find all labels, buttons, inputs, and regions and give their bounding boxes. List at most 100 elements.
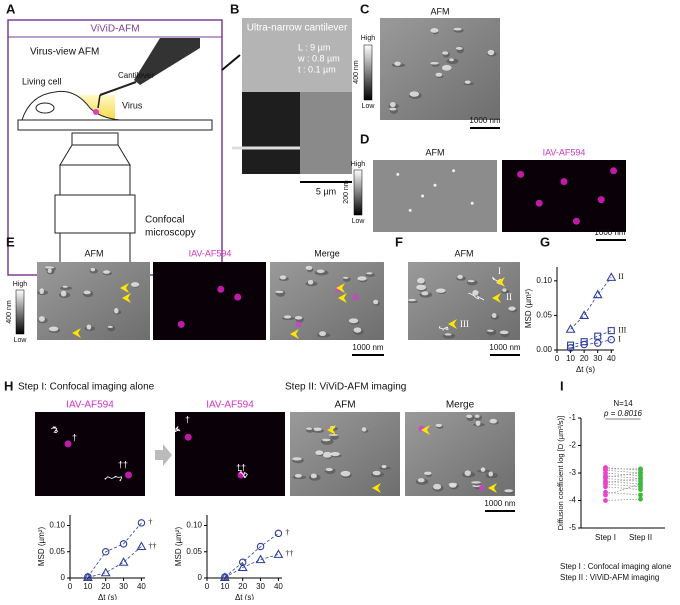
pair-line bbox=[605, 478, 641, 482]
feature bbox=[441, 64, 452, 71]
x-tick-label: 10 bbox=[566, 354, 575, 363]
label: Confocal bbox=[145, 215, 184, 226]
feature bbox=[321, 438, 331, 442]
label: High bbox=[361, 35, 376, 42]
virus-spot bbox=[560, 178, 568, 186]
feature bbox=[474, 414, 480, 418]
point bbox=[638, 466, 643, 472]
marker bbox=[592, 289, 603, 299]
label: L : 9 µm bbox=[298, 42, 330, 52]
arrowhead bbox=[290, 329, 299, 339]
panel-label: A bbox=[6, 1, 16, 16]
feature bbox=[322, 451, 332, 458]
feature bbox=[366, 272, 373, 275]
label: IAV-AF594 bbox=[206, 400, 254, 411]
feature bbox=[491, 313, 497, 318]
feature bbox=[488, 471, 494, 477]
feature bbox=[433, 183, 437, 187]
y-tick-label: 0.10 bbox=[186, 521, 202, 530]
x-tick-label: 40 bbox=[137, 582, 146, 591]
image bbox=[242, 18, 352, 92]
scale-label: 5 µm bbox=[316, 186, 336, 196]
y-axis-label: MSD (µm²) bbox=[524, 289, 533, 329]
label: 200 nm bbox=[343, 180, 350, 204]
feature bbox=[60, 290, 67, 297]
pair-line bbox=[605, 469, 641, 474]
feature bbox=[45, 266, 55, 269]
marker bbox=[607, 335, 616, 344]
trend-line bbox=[224, 533, 279, 578]
feature bbox=[442, 51, 449, 55]
substrate bbox=[17, 119, 213, 131]
fluorescence-image bbox=[153, 262, 266, 340]
y-tick-label: 0.05 bbox=[186, 547, 202, 556]
panel-label: I bbox=[560, 378, 564, 393]
feature bbox=[455, 46, 463, 50]
legend-entry: Step II : ViViD-AFM imaging bbox=[560, 573, 659, 582]
y-tick-label: 0.10 bbox=[536, 276, 552, 285]
track-label: †† bbox=[118, 459, 128, 469]
label: Living cell bbox=[22, 76, 62, 86]
x-tick-label: 40 bbox=[607, 354, 616, 363]
panel-label: F bbox=[395, 234, 403, 249]
virus-spot bbox=[352, 294, 359, 301]
feature bbox=[472, 290, 479, 296]
point bbox=[603, 498, 608, 503]
feature bbox=[353, 327, 362, 333]
trend-line bbox=[570, 330, 612, 346]
series-label: †† bbox=[285, 549, 293, 558]
feature bbox=[130, 282, 140, 287]
trajectory bbox=[438, 325, 449, 331]
y-tick-label: -3 bbox=[569, 468, 577, 477]
label: Low bbox=[362, 103, 376, 110]
arrowhead bbox=[448, 319, 457, 329]
feature bbox=[38, 316, 45, 322]
virus-spot bbox=[295, 321, 302, 328]
label: Merge bbox=[314, 248, 340, 258]
feature bbox=[319, 331, 327, 337]
feature bbox=[464, 470, 471, 476]
feature bbox=[315, 450, 324, 456]
marker bbox=[274, 529, 283, 538]
trajectory bbox=[50, 426, 59, 433]
feature bbox=[306, 427, 313, 430]
label: Merge bbox=[446, 400, 475, 411]
feature bbox=[357, 276, 367, 281]
feature bbox=[435, 288, 446, 293]
label: 400 nm bbox=[6, 300, 13, 324]
series-label: † bbox=[148, 518, 152, 527]
x-tick-label: 10 bbox=[83, 582, 92, 591]
afm-image bbox=[408, 262, 520, 340]
feature bbox=[502, 288, 507, 292]
annotation: p = 0.8016 bbox=[603, 409, 643, 418]
arrowhead bbox=[372, 483, 381, 493]
feature bbox=[328, 433, 339, 436]
feature bbox=[421, 194, 425, 198]
arrowhead bbox=[421, 425, 430, 435]
y-tick-label: -5 bbox=[569, 523, 577, 532]
label: Step II: ViViD-AFM imaging bbox=[285, 382, 406, 393]
label: IAV-AF594 bbox=[66, 400, 114, 411]
feature bbox=[475, 420, 481, 426]
point bbox=[638, 492, 643, 498]
marker bbox=[567, 341, 575, 349]
point bbox=[638, 496, 643, 502]
x-tick-label: 30 bbox=[256, 582, 265, 591]
label: AFM bbox=[426, 147, 445, 157]
trajectory bbox=[173, 426, 181, 433]
pair-line bbox=[605, 472, 641, 478]
y-tick-label: 0.05 bbox=[49, 547, 65, 556]
marker bbox=[565, 324, 576, 333]
title: ViViD-AFM bbox=[90, 24, 139, 35]
feature bbox=[48, 326, 59, 332]
feature bbox=[417, 478, 425, 483]
image bbox=[300, 92, 352, 174]
series-label: III bbox=[618, 325, 626, 334]
track-label: † bbox=[72, 432, 77, 442]
feature bbox=[60, 286, 73, 290]
x-axis-label: Δt (s) bbox=[235, 593, 254, 600]
pair-line bbox=[605, 486, 641, 490]
marker bbox=[118, 557, 129, 566]
feature bbox=[464, 80, 471, 84]
feature bbox=[310, 473, 317, 479]
